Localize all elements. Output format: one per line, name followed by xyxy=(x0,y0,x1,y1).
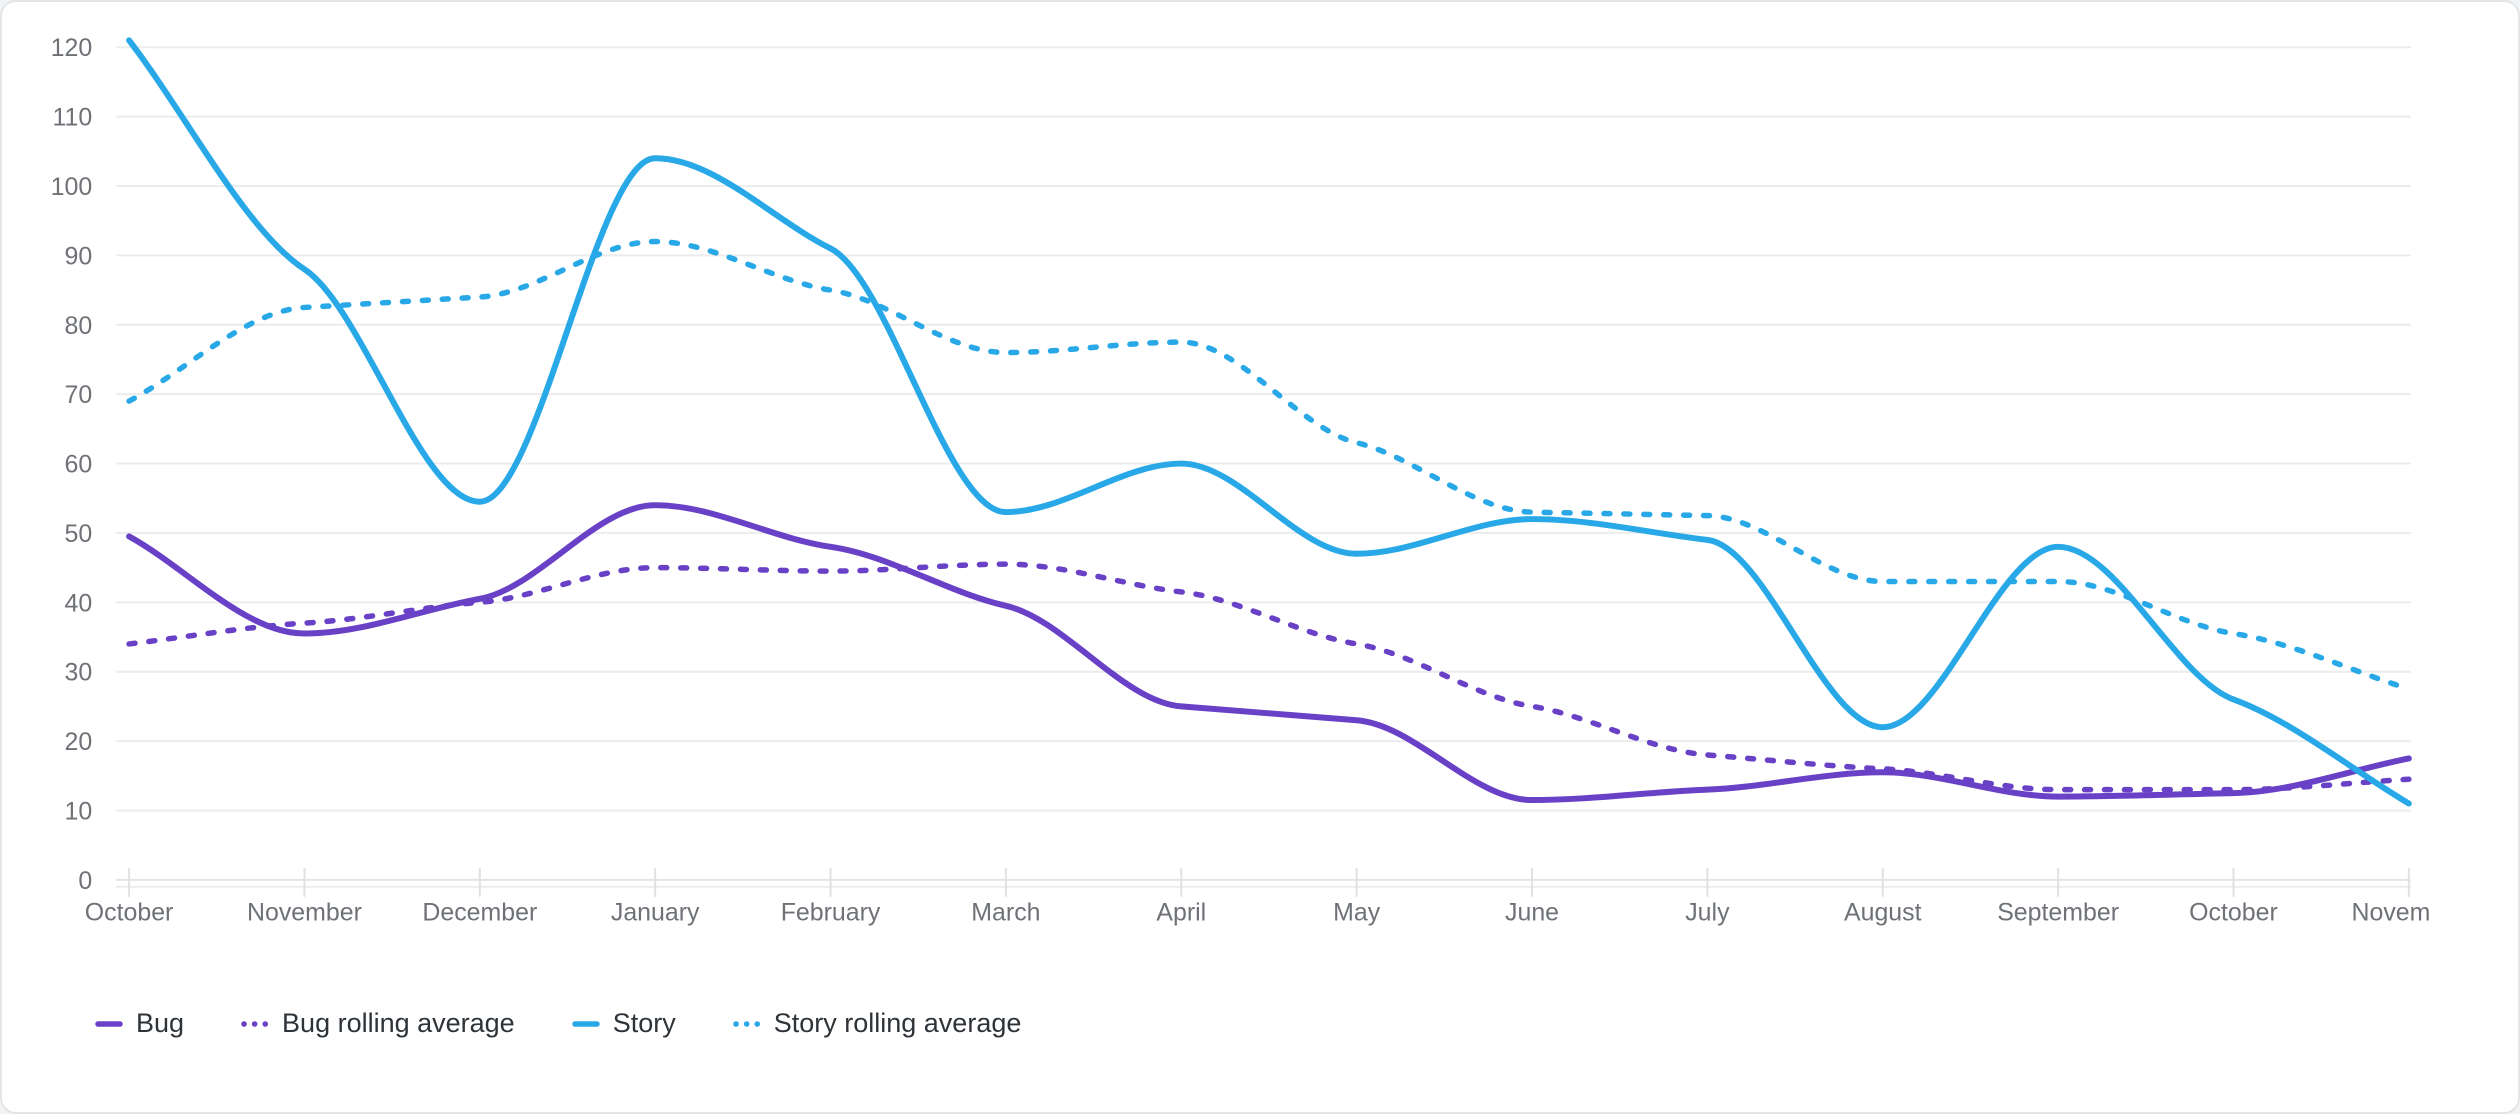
x-axis-label: May xyxy=(1333,899,1381,927)
y-axis-label: 40 xyxy=(64,589,92,617)
x-axis-label: October xyxy=(2189,899,2278,927)
legend-marker-solid-purple-icon xyxy=(95,1020,123,1027)
x-axis-label: Novem xyxy=(2351,899,2430,927)
y-axis-label: 0 xyxy=(78,867,92,895)
x-axis-label: January xyxy=(611,899,700,927)
legend-item-bug[interactable]: Bug xyxy=(94,1008,184,1039)
x-axis-label: September xyxy=(1997,899,2119,927)
x-axis-label: November xyxy=(247,899,362,927)
legend-marker-dotted-blue-icon xyxy=(732,1020,762,1027)
series-line-story-rolling-average xyxy=(126,238,2412,692)
legend-item-story[interactable]: Story xyxy=(571,1008,676,1039)
y-axis-label: 30 xyxy=(64,659,92,687)
x-axis-label: August xyxy=(1844,899,1922,927)
legend-label-bug-rolling-average: Bug rolling average xyxy=(282,1008,515,1038)
x-axis-label: April xyxy=(1156,899,1206,927)
y-axis-label: 20 xyxy=(64,728,92,756)
legend-marker-solid-blue-icon xyxy=(571,1020,600,1027)
chart-legend: Bug Bug rolling average Story Story roll… xyxy=(94,1008,1021,1039)
y-axis-label: 60 xyxy=(64,451,92,479)
y-axis-label: 110 xyxy=(52,104,92,132)
y-axis-label: 70 xyxy=(64,381,92,409)
x-axis-label: December xyxy=(422,899,537,927)
x-axis-label: June xyxy=(1505,899,1559,927)
x-axis-label: July xyxy=(1685,899,1730,927)
y-axis-label: 100 xyxy=(51,173,93,201)
y-axis-label: 120 xyxy=(51,34,93,62)
y-axis-label: 90 xyxy=(64,242,92,270)
series-line-story xyxy=(126,37,2412,807)
legend-item-story-rolling-average[interactable]: Story rolling average xyxy=(732,1008,1022,1039)
legend-label-story: Story xyxy=(612,1008,676,1038)
legend-item-bug-rolling-average[interactable]: Bug rolling average xyxy=(240,1008,515,1039)
x-axis-label: March xyxy=(971,899,1040,927)
legend-label-bug: Bug xyxy=(136,1008,185,1038)
x-axis-label: October xyxy=(85,899,174,927)
x-axis-label: February xyxy=(781,899,881,927)
y-axis-label: 10 xyxy=(64,797,92,825)
legend-label-story-rolling-average: Story rolling average xyxy=(773,1008,1022,1038)
y-axis-label: 50 xyxy=(64,520,92,548)
y-axis-label: 80 xyxy=(64,312,92,340)
series-line-bug xyxy=(126,502,2412,804)
legend-marker-dotted-purple-icon xyxy=(241,1020,271,1027)
